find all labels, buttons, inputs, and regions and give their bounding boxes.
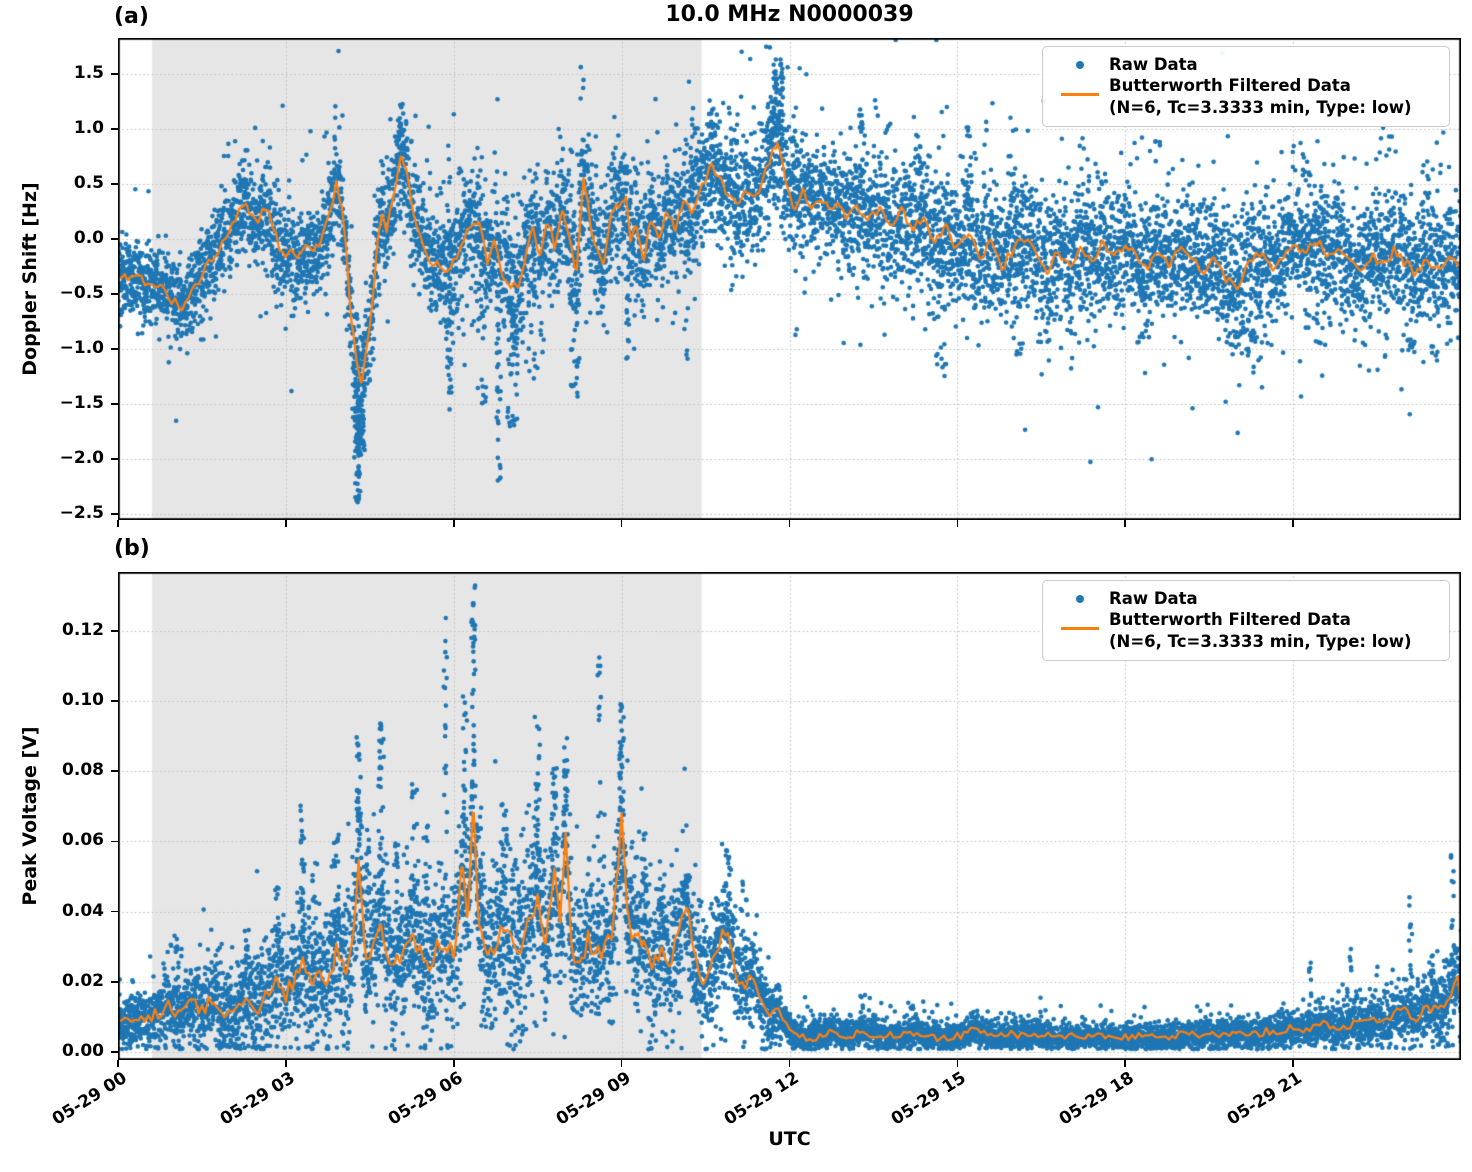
raw-data-marker-icon [1076,595,1084,603]
y-tick [111,513,118,515]
y-tick [111,981,118,983]
x-tick [1292,1060,1294,1067]
filtered-line-icon [1061,93,1099,97]
y-tick-label: 1.0 [73,117,104,138]
y-tick-label: 0.00 [62,1041,104,1061]
y-tick [111,630,118,632]
legend-raw-label: Raw Data [1109,55,1198,74]
x-tick [1124,520,1127,527]
x-tick [117,1060,119,1067]
y-tick-label: −1.0 [59,337,104,358]
legend-filtered-label-line1: Butterworth Filtered Data [1109,76,1351,96]
chart-title: 10.0 MHz N0000039 [665,2,914,27]
y-tick [111,458,118,460]
raw-data-marker-icon [1076,61,1084,69]
y-tick [111,403,118,405]
x-tick [1292,520,1294,527]
x-axis-label: UTC [768,1128,811,1150]
y-tick [111,1051,118,1053]
legend-entry-raw: Raw Data [1051,54,1439,75]
y-tick-label: 1.5 [73,62,104,83]
x-tick [452,1060,455,1067]
y-tick-label: 0.04 [62,900,104,921]
legend-panel-b: Raw Data Butterworth Filtered Data (N=6,… [1042,580,1450,662]
panel-a-tag: (a) [114,4,149,29]
x-tick [956,1060,959,1067]
x-tick [788,520,791,527]
filtered-line-icon [1061,627,1099,631]
y-tick-label: −0.5 [59,282,104,303]
legend-filtered-label-line1: Butterworth Filtered Data [1109,610,1351,630]
y-tick [111,183,118,185]
panel-b-tag: (b) [114,536,150,561]
x-tick [285,520,287,527]
y-tick-label: 0.5 [73,172,104,193]
y-tick-label: 0.06 [62,830,104,851]
y-tick [111,293,118,295]
x-tick [452,520,455,527]
x-tick [620,1060,623,1067]
y-tick-label: −2.5 [59,502,104,523]
x-tick [1124,1060,1127,1067]
y-axis-label-voltage: Peak Voltage [V] [19,726,41,906]
y-tick-label: −2.0 [59,447,104,468]
y-tick [111,238,118,240]
x-tick [117,520,119,527]
y-tick-label: 0.08 [62,760,104,781]
y-tick-label: 0.02 [62,970,104,991]
y-tick [111,840,118,843]
x-tick [788,1060,791,1067]
legend-filtered-label-line2: (N=6, Tc=3.3333 min, Type: low) [1109,97,1412,117]
x-tick [620,520,623,527]
legend-filtered-label-line2: (N=6, Tc=3.3333 min, Type: low) [1109,631,1412,651]
y-tick [111,700,118,702]
legend-entry-filtered: Butterworth Filtered Data (N=6, Tc=3.333… [1051,609,1439,652]
x-tick [285,1060,287,1067]
y-tick-label: −1.5 [59,392,104,413]
legend-entry-filtered: Butterworth Filtered Data (N=6, Tc=3.333… [1051,75,1439,118]
y-tick [111,348,118,350]
x-tick-label: 05-29 00 [48,1068,131,1130]
y-tick [111,910,118,913]
y-tick-label: 0.10 [62,690,104,711]
y-tick-label: 0.0 [73,227,104,248]
y-tick [111,128,118,130]
x-tick [956,520,959,527]
legend-raw-label: Raw Data [1109,589,1198,608]
legend-entry-raw: Raw Data [1051,588,1439,609]
y-tick [111,73,118,75]
legend-panel-a: Raw Data Butterworth Filtered Data (N=6,… [1042,46,1450,128]
y-tick-label: 0.12 [62,619,104,640]
y-tick [111,770,118,773]
